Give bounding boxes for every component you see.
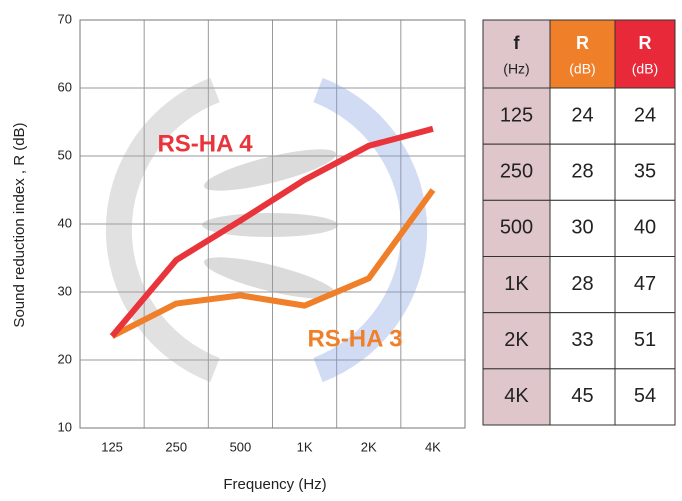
series-label: RS-HA 3 [307, 325, 402, 352]
x-tick-label: 125 [101, 439, 123, 454]
x-tick-label: 2K [361, 439, 377, 454]
table-cell-text: 2K [504, 329, 529, 351]
table-cell [482, 87, 551, 145]
table-cell-text: 28 [571, 161, 593, 183]
table-cell [482, 143, 551, 201]
table-cell-text: 35 [634, 161, 656, 183]
table-cell [614, 256, 676, 314]
table-header-cell [549, 19, 616, 89]
table-cell-text: 45 [571, 385, 593, 407]
x-axis-label: Frequency (Hz) [223, 476, 326, 493]
table-cell [549, 256, 616, 314]
table-cell-text: 33 [571, 329, 593, 351]
table-header-unit: (dB) [569, 61, 595, 77]
table-cell [549, 143, 616, 201]
table-header-text: f [514, 33, 521, 53]
table-header-text: R [639, 33, 652, 53]
x-tick-label: 1K [297, 439, 313, 454]
table-cell-text: 24 [571, 104, 593, 126]
table-header-cell [482, 19, 551, 89]
table-cell [614, 87, 676, 145]
series-label: RS-HA 4 [157, 130, 253, 157]
table-header-unit: (Hz) [503, 61, 529, 77]
table-cell [614, 368, 676, 426]
table-cell-text: 54 [634, 385, 656, 407]
table-cell [482, 312, 551, 370]
table-cell [482, 199, 551, 257]
table-cell-text: 500 [500, 217, 533, 239]
x-tick-label: 250 [165, 439, 187, 454]
y-axis-label: Sound reduction index , R (dB) [11, 122, 28, 327]
y-tick-label: 70 [58, 11, 72, 26]
y-tick-label: 60 [58, 79, 72, 94]
table-cell-text: 4K [504, 385, 529, 407]
y-tick-label: 30 [58, 283, 72, 298]
table-cell [549, 87, 616, 145]
table-cell-text: 1K [504, 273, 529, 295]
series-line [110, 188, 436, 339]
table-header-text: R [576, 33, 589, 53]
table-cell [614, 199, 676, 257]
y-tick-label: 10 [58, 419, 72, 434]
table-header-unit: (dB) [632, 61, 658, 77]
table-cell-text: 30 [571, 217, 593, 239]
table-cell-text: 28 [571, 273, 593, 295]
table-cell [614, 143, 676, 201]
logo [105, 77, 428, 383]
table-cell [549, 368, 616, 426]
table-header-cell [614, 19, 676, 89]
y-tick-label: 20 [58, 351, 72, 366]
table-cell [482, 368, 551, 426]
table-cell [614, 312, 676, 370]
table-cell-text: 125 [500, 104, 533, 126]
y-tick-label: 40 [58, 215, 72, 230]
series-line [109, 125, 434, 339]
table-cell-text: 250 [500, 161, 533, 183]
table-cell-text: 51 [634, 329, 656, 351]
x-tick-label: 4K [425, 439, 441, 454]
table-cell-text: 47 [634, 273, 656, 295]
table-cell [549, 199, 616, 257]
table-cell-text: 40 [634, 217, 656, 239]
y-tick-label: 50 [58, 147, 72, 162]
x-tick-label: 500 [230, 439, 252, 454]
table-cell [482, 256, 551, 314]
plot-frame [79, 19, 466, 429]
table-cell-text: 24 [634, 104, 656, 126]
